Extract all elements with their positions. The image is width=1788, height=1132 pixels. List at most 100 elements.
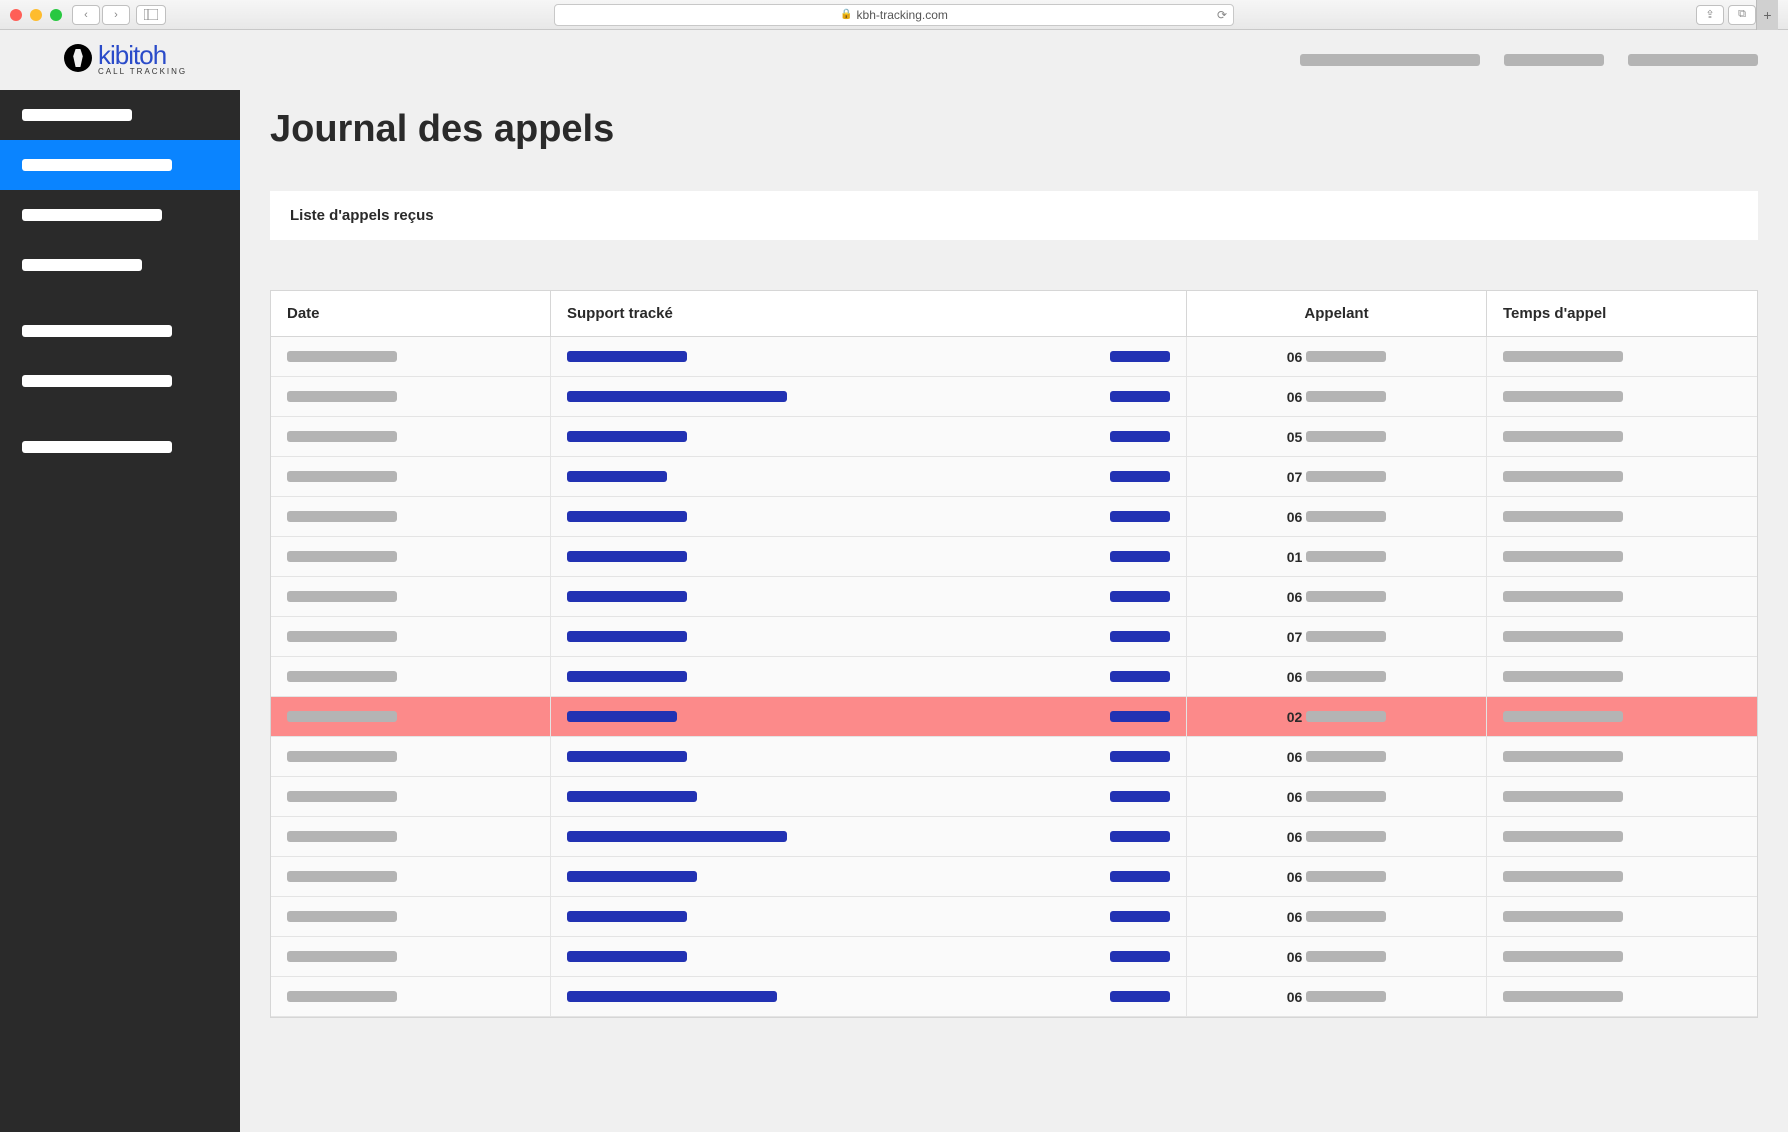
cell-support	[551, 457, 1187, 496]
cell-date	[271, 457, 551, 496]
sidebar-item-1[interactable]	[0, 140, 240, 190]
cell-time	[1487, 537, 1757, 576]
table-row[interactable]: 06	[271, 857, 1757, 897]
cell-date	[271, 737, 551, 776]
col-caller[interactable]: Appelant	[1187, 291, 1487, 336]
cell-support	[551, 857, 1187, 896]
table-row[interactable]: 06	[271, 977, 1757, 1017]
sidebar-item-0[interactable]	[0, 90, 240, 140]
cell-date	[271, 537, 551, 576]
cell-support	[551, 977, 1187, 1016]
new-tab-button[interactable]: +	[1756, 0, 1778, 30]
share-button[interactable]: ⇪	[1696, 5, 1724, 25]
sidebar	[0, 90, 240, 1132]
caller-prefix: 06	[1287, 989, 1303, 1005]
cell-caller: 06	[1187, 737, 1487, 776]
window-controls	[10, 9, 62, 21]
url-bar[interactable]: 🔒 kbh-tracking.com ⟳	[554, 4, 1234, 26]
cell-support	[551, 657, 1187, 696]
cell-caller: 06	[1187, 577, 1487, 616]
table-row[interactable]: 07	[271, 617, 1757, 657]
cell-caller: 06	[1187, 817, 1487, 856]
cell-caller: 06	[1187, 977, 1487, 1016]
cell-time	[1487, 817, 1757, 856]
table-row[interactable]: 06	[271, 817, 1757, 857]
caller-prefix: 06	[1287, 909, 1303, 925]
cell-caller: 06	[1187, 337, 1487, 376]
sidebar-item-2[interactable]	[0, 190, 240, 240]
col-date[interactable]: Date	[271, 291, 551, 336]
cell-support	[551, 617, 1187, 656]
maximize-window-icon[interactable]	[50, 9, 62, 21]
reload-icon[interactable]: ⟳	[1217, 8, 1227, 22]
cell-date	[271, 937, 551, 976]
col-support[interactable]: Support tracké	[551, 291, 1187, 336]
logo[interactable]: kibitoh CALL TRACKING	[64, 40, 187, 76]
cell-caller: 07	[1187, 457, 1487, 496]
close-window-icon[interactable]	[10, 9, 22, 21]
topbar-item-0[interactable]	[1300, 54, 1480, 66]
sidebar-toggle-button[interactable]	[136, 5, 166, 25]
caller-prefix: 01	[1287, 549, 1303, 565]
table-row[interactable]: 06	[271, 657, 1757, 697]
sidebar-item-3[interactable]	[0, 240, 240, 290]
cell-support	[551, 417, 1187, 456]
cell-support	[551, 897, 1187, 936]
cell-time	[1487, 457, 1757, 496]
cell-time	[1487, 857, 1757, 896]
cell-date	[271, 417, 551, 456]
table-row[interactable]: 06	[271, 377, 1757, 417]
calls-table: Date Support tracké Appelant Temps d'app…	[270, 290, 1758, 1018]
forward-button[interactable]: ›	[102, 5, 130, 25]
caller-prefix: 02	[1287, 709, 1303, 725]
sidebar-item-4[interactable]	[0, 306, 240, 356]
sidebar-item-label	[22, 159, 172, 171]
table-row[interactable]: 06	[271, 937, 1757, 977]
back-button[interactable]: ‹	[72, 5, 100, 25]
caller-prefix: 07	[1287, 469, 1303, 485]
sidebar-item-label	[22, 109, 132, 121]
cell-caller: 07	[1187, 617, 1487, 656]
table-row[interactable]: 07	[271, 457, 1757, 497]
col-time[interactable]: Temps d'appel	[1487, 291, 1757, 336]
sidebar-item-5[interactable]	[0, 356, 240, 406]
cell-date	[271, 497, 551, 536]
table-row[interactable]: 02	[271, 697, 1757, 737]
cell-caller: 06	[1187, 857, 1487, 896]
cell-support	[551, 377, 1187, 416]
cell-time	[1487, 697, 1757, 736]
cell-support	[551, 817, 1187, 856]
cell-caller: 06	[1187, 497, 1487, 536]
sidebar-item-6[interactable]	[0, 422, 240, 472]
sidebar-item-label	[22, 325, 172, 337]
url-text: kbh-tracking.com	[857, 8, 948, 22]
cell-time	[1487, 417, 1757, 456]
cell-caller: 06	[1187, 657, 1487, 696]
caller-prefix: 06	[1287, 389, 1303, 405]
table-row[interactable]: 06	[271, 737, 1757, 777]
cell-support	[551, 697, 1187, 736]
table-row[interactable]: 06	[271, 497, 1757, 537]
table-row[interactable]: 06	[271, 337, 1757, 377]
topbar-item-1[interactable]	[1504, 54, 1604, 66]
cell-time	[1487, 657, 1757, 696]
cell-caller: 06	[1187, 897, 1487, 936]
table-row[interactable]: 01	[271, 537, 1757, 577]
tabs-button[interactable]: ⧉	[1728, 5, 1756, 25]
minimize-window-icon[interactable]	[30, 9, 42, 21]
cell-date	[271, 697, 551, 736]
cell-support	[551, 937, 1187, 976]
cell-date	[271, 377, 551, 416]
cell-date	[271, 337, 551, 376]
cell-caller: 05	[1187, 417, 1487, 456]
table-row[interactable]: 06	[271, 577, 1757, 617]
cell-support	[551, 497, 1187, 536]
topbar-item-2[interactable]	[1628, 54, 1758, 66]
logo-tagline: CALL TRACKING	[98, 67, 187, 76]
table-row[interactable]: 06	[271, 897, 1757, 937]
cell-support	[551, 737, 1187, 776]
table-row[interactable]: 05	[271, 417, 1757, 457]
table-row[interactable]: 06	[271, 777, 1757, 817]
cell-date	[271, 857, 551, 896]
cell-support	[551, 537, 1187, 576]
